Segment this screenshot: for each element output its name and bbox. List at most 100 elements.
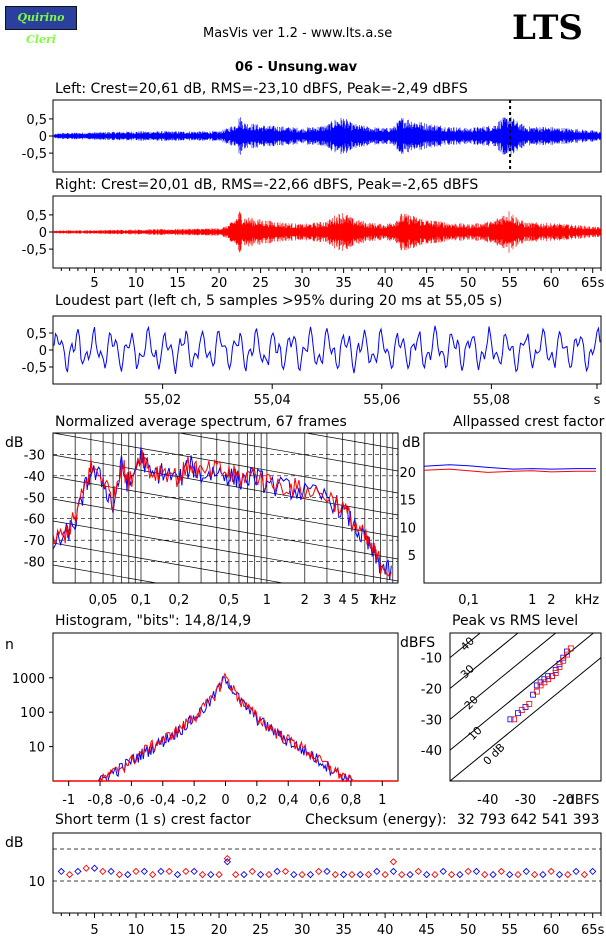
time-tick-label: 65s [581, 276, 605, 291]
shortterm-point-right [99, 867, 107, 876]
shortterm-point-left [522, 867, 530, 876]
time-tick-label: 5 [90, 276, 98, 291]
shortterm-point-right [530, 870, 539, 879]
allpass-ytick-label: 5 [408, 549, 416, 564]
peakrms-point-left [541, 676, 548, 683]
shortterm-point-left [90, 864, 99, 872]
peakrms-title: Peak vs RMS level [452, 613, 579, 629]
spectrum-slope [303, 433, 398, 450]
shortterm-point-right [215, 870, 223, 879]
peakrms-point-right [541, 679, 548, 686]
shortterm-point-right [65, 870, 74, 879]
shortterm-point-left [539, 870, 547, 879]
spectrum-series-right [53, 449, 392, 578]
peakrms-point-left [556, 660, 563, 667]
shortterm-xtick-label: 50 [460, 923, 477, 938]
shortterm-xtick-label: 10 [128, 923, 145, 938]
spectrum-xtick-label: 1 [263, 593, 271, 608]
shortterm-point-left [124, 870, 132, 879]
histogram-xtick-label: -0,4 [150, 793, 175, 808]
shortterm-point-right [265, 870, 273, 879]
peakrms-point-right [560, 657, 567, 664]
spectrum-ylabel: dB [5, 435, 24, 451]
allpass-title: Allpassed crest factor [453, 414, 605, 430]
peakrms-xtick-label: -30 [515, 793, 536, 808]
shortterm-ylabel: dB [5, 835, 24, 851]
shortterm-point-left [555, 870, 564, 879]
spectrum-xtick-label: 0,2 [169, 593, 190, 608]
time-tick-label: 45 [418, 276, 435, 291]
spectrum-ytick-label: -70 [24, 534, 45, 549]
peakrms-point-right [545, 676, 552, 683]
peakrms-point-right [552, 670, 559, 676]
allpass-series-right [423, 468, 596, 473]
shortterm-point-right [364, 870, 373, 879]
peakrms-diag-label: 0 dB [481, 741, 508, 768]
peakrms-point-right [533, 688, 540, 695]
left-waveform-ytick-label: -0,5 [22, 147, 47, 162]
shortterm-point-right [514, 870, 522, 879]
histogram-frame [52, 632, 399, 782]
shortterm-point-left [439, 867, 447, 876]
shortterm-point-left [57, 867, 65, 876]
shortterm-point-left [173, 870, 182, 879]
peakrms-point-right [511, 716, 518, 723]
peakrms-point-left [545, 673, 552, 680]
left-waveform-ytick-label: 0 [39, 130, 47, 145]
shortterm-point-right [431, 870, 439, 879]
shortterm-point-left [422, 870, 431, 879]
spectrum-series-left [53, 446, 392, 580]
shortterm-point-right [481, 870, 489, 879]
peakrms-ytick-label: -40 [421, 744, 442, 759]
peakrms-diag-label: 30 [458, 662, 477, 681]
spectrum-xtick-label: kHz [372, 593, 396, 608]
spectrum-frame [52, 432, 399, 584]
peakrms-point-left [564, 648, 570, 655]
allpass-xtick-label: 1 [528, 593, 536, 608]
left-waveform-ytick-label: 0,5 [26, 113, 47, 128]
shortterm-point-left [190, 867, 198, 876]
peakrms-point-right [564, 651, 570, 658]
allpass-series-left [423, 464, 596, 470]
spectrum-xtick-label: 0,5 [219, 593, 240, 608]
histogram-xtick-label: -0,2 [181, 793, 206, 808]
peakrms-xtick-label: -40 [477, 793, 498, 808]
spectrum-xtick-label: 7 [369, 593, 377, 608]
peakrms-point-right [549, 673, 555, 680]
histogram-ytick-label: 100 [20, 706, 45, 721]
histogram-xtick-label: 0,4 [278, 793, 299, 808]
peakrms-point-right [556, 664, 563, 670]
spectrum-ytick-label: -30 [24, 448, 45, 463]
shortterm-point-right [414, 867, 422, 876]
peakrms-diagonal [450, 633, 519, 690]
shortterm-point-left [456, 870, 464, 879]
shortterm-point-right [182, 867, 190, 876]
histogram-series-left [96, 675, 353, 783]
peakrms-point-left [507, 716, 514, 723]
peakrms-point-left [522, 704, 529, 710]
time-tick-label: 20 [211, 276, 228, 291]
shortterm-point-left [472, 867, 481, 876]
shortterm-point-left [572, 867, 580, 876]
checksum-value: 32 793 642 541 393 [457, 812, 600, 828]
histogram-xtick-label: 0,8 [341, 793, 362, 808]
right-wave-title: Right: Crest=20,01 dB, RMS=-22,66 dBFS, … [55, 177, 479, 193]
histogram-title: Histogram, "bits": 14,8/14,9 [55, 613, 252, 629]
spectrum-ytick-label: -60 [24, 513, 45, 528]
peakrms-ytick-label: -10 [421, 652, 442, 667]
shortterm-point-right [348, 870, 356, 879]
shortterm-point-left [273, 867, 281, 876]
shortterm-point-right [298, 870, 306, 879]
shortterm-point-left [323, 867, 331, 876]
peakrms-point-left [552, 667, 559, 673]
time-tick-label: 10 [128, 276, 145, 291]
peakrms-diagonal [450, 633, 595, 751]
histogram-ytick-label: 10 [28, 741, 45, 756]
loudest-ytick-label: 0 [39, 344, 47, 359]
peakrms-frame [449, 632, 602, 782]
peakrms-ytick-label: -30 [421, 713, 442, 728]
spectrum-xtick-label: 2 [301, 593, 309, 608]
shortterm-xtick-label: 35 [335, 923, 352, 938]
peakrms-diagonal [450, 657, 601, 781]
histogram-xtick-label: -1 [62, 793, 75, 808]
